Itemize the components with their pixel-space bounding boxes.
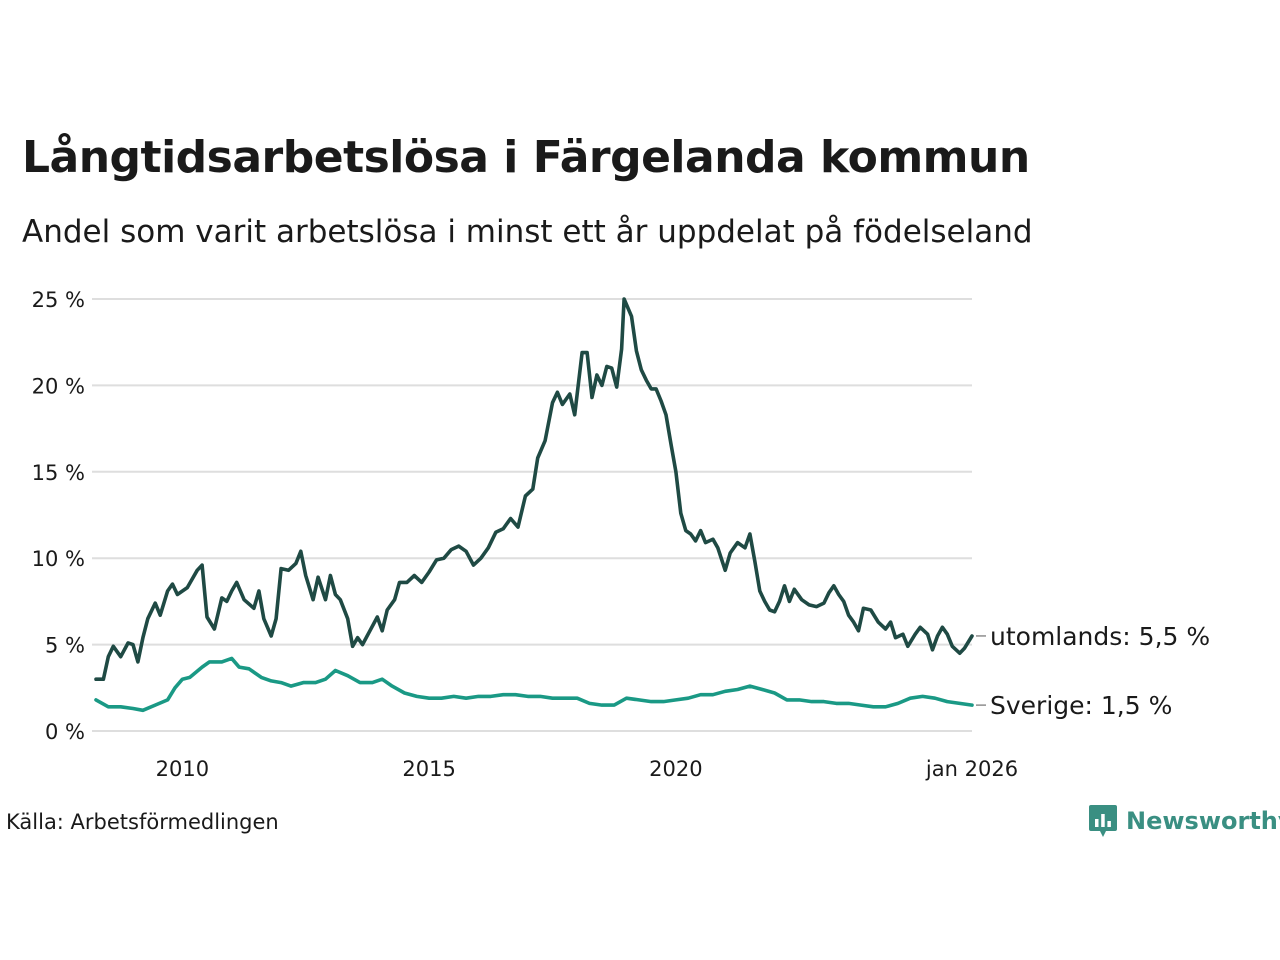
series-line-sverige (94, 656, 974, 713)
x-tick-label: 2010 (156, 757, 209, 781)
series-line-utomlands (94, 297, 974, 681)
series-label-utomlands: utomlands: 5,5 % (990, 622, 1210, 651)
y-tick-label: 0 % (45, 720, 85, 744)
y-axis-ticks: 25 % 20 % 15 % 10 % 5 % 0 % (32, 288, 85, 744)
chart-subtitle: Andel som varit arbetslösa i minst ett å… (22, 214, 1033, 250)
y-tick-label: 25 % (32, 288, 85, 312)
y-tick-label: 15 % (32, 461, 85, 485)
chart-title: Långtidsarbetslösa i Färgelanda kommun (22, 132, 1030, 183)
y-tick-label: 20 % (32, 374, 85, 398)
series-label-sverige: Sverige: 1,5 % (990, 691, 1172, 720)
y-tick-label: 10 % (32, 547, 85, 571)
brand-logo: Newsworthy (1088, 803, 1280, 839)
x-tick-label: jan 2026 (925, 757, 1018, 781)
x-tick-label: 2020 (649, 757, 702, 781)
series-lines (94, 297, 974, 713)
source-note: Källa: Arbetsförmedlingen (6, 810, 279, 834)
grid-lines (92, 298, 972, 732)
brand-name: Newsworthy (1126, 807, 1280, 835)
newsworthy-logo-icon (1089, 805, 1117, 837)
x-tick-label: 2015 (402, 757, 455, 781)
series-end-labels: utomlands: 5,5 % Sverige: 1,5 % (976, 622, 1210, 720)
x-axis-ticks: 2010 2015 2020 jan 2026 (156, 757, 1018, 781)
y-tick-label: 5 % (45, 634, 85, 658)
